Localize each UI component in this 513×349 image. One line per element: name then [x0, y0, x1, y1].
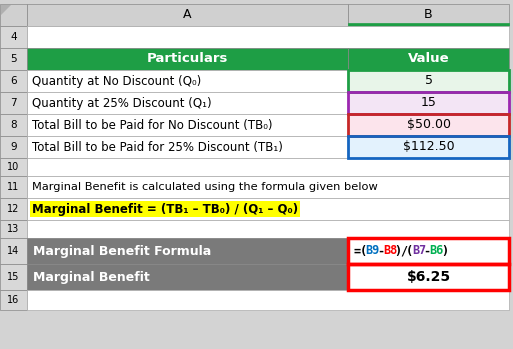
Text: ): ) — [394, 245, 402, 258]
Bar — [0, 4, 27, 26]
Text: Quantity at No Discount (Q₀): Quantity at No Discount (Q₀) — [32, 74, 201, 88]
Bar — [27, 264, 348, 290]
Bar — [348, 48, 509, 70]
Text: Marginal Benefit = (TB₁ – TB₀) / (Q₁ – Q₀): Marginal Benefit = (TB₁ – TB₀) / (Q₁ – Q… — [32, 202, 298, 215]
Bar — [348, 70, 509, 92]
Bar — [27, 48, 348, 70]
Text: Marginal Benefit: Marginal Benefit — [33, 270, 150, 283]
Text: Total Bill to be Paid for No Discount (TB₀): Total Bill to be Paid for No Discount (T… — [32, 119, 272, 132]
Bar — [27, 136, 348, 158]
Bar — [348, 264, 509, 290]
Text: 15: 15 — [421, 97, 437, 110]
Bar — [348, 136, 509, 158]
Text: =: = — [354, 245, 361, 258]
Text: -: - — [377, 245, 384, 258]
Text: Quantity at 25% Discount (Q₁): Quantity at 25% Discount (Q₁) — [32, 97, 212, 110]
Bar — [0, 114, 27, 136]
Bar — [0, 158, 27, 176]
Text: 16: 16 — [7, 295, 19, 305]
Text: -: - — [424, 245, 431, 258]
Bar — [0, 70, 27, 92]
Text: Value: Value — [408, 52, 449, 66]
Bar — [348, 238, 509, 264]
Bar — [0, 48, 27, 70]
Bar — [348, 92, 509, 114]
Text: 5: 5 — [424, 74, 432, 88]
Bar — [0, 290, 27, 310]
Text: /: / — [401, 245, 407, 258]
Polygon shape — [1, 5, 11, 15]
Bar — [27, 220, 509, 238]
Bar — [0, 264, 27, 290]
Text: B8: B8 — [383, 245, 397, 258]
Bar — [0, 238, 27, 264]
Bar — [27, 158, 509, 176]
Text: 12: 12 — [7, 204, 19, 214]
Text: $6.25: $6.25 — [406, 270, 450, 284]
Text: 13: 13 — [7, 224, 19, 234]
Bar — [27, 290, 509, 310]
Bar — [348, 136, 509, 158]
Bar — [348, 4, 509, 26]
Bar — [0, 26, 27, 48]
Text: 4: 4 — [10, 32, 17, 42]
Bar — [0, 136, 27, 158]
Text: B: B — [424, 8, 433, 22]
Bar — [348, 70, 509, 92]
Bar — [27, 4, 348, 26]
Text: $112.50: $112.50 — [403, 141, 455, 154]
Bar — [0, 198, 27, 220]
Text: A: A — [183, 8, 192, 22]
Bar — [27, 238, 348, 264]
Text: 14: 14 — [7, 246, 19, 256]
Text: 11: 11 — [7, 182, 19, 192]
Text: Particulars: Particulars — [147, 52, 228, 66]
Text: 8: 8 — [10, 120, 17, 130]
Text: $50.00: $50.00 — [406, 119, 450, 132]
Bar — [0, 220, 27, 238]
Bar — [348, 23, 509, 26]
Text: 15: 15 — [7, 272, 19, 282]
Text: 6: 6 — [10, 76, 17, 86]
Text: Marginal Benefit Formula: Marginal Benefit Formula — [33, 245, 211, 258]
Bar — [27, 92, 348, 114]
Bar — [348, 114, 509, 136]
Bar — [348, 264, 509, 290]
Bar — [27, 114, 348, 136]
Text: Total Bill to be Paid for 25% Discount (TB₁): Total Bill to be Paid for 25% Discount (… — [32, 141, 283, 154]
Text: Marginal Benefit is calculated using the formula given below: Marginal Benefit is calculated using the… — [32, 182, 378, 192]
Text: 10: 10 — [7, 162, 19, 172]
Text: ): ) — [441, 245, 448, 258]
Text: (: ( — [406, 245, 413, 258]
Bar — [348, 238, 509, 264]
Bar — [348, 114, 509, 136]
Bar — [27, 198, 509, 220]
Text: 7: 7 — [10, 98, 17, 108]
Bar — [0, 92, 27, 114]
Text: (: ( — [360, 245, 367, 258]
Text: B9: B9 — [366, 245, 380, 258]
Bar — [0, 176, 27, 198]
Bar — [27, 176, 509, 198]
Bar — [348, 92, 509, 114]
Text: B7: B7 — [412, 245, 426, 258]
Bar — [27, 70, 348, 92]
Text: 5: 5 — [10, 54, 17, 64]
Bar — [27, 26, 509, 48]
Text: B6: B6 — [429, 245, 444, 258]
Text: 9: 9 — [10, 142, 17, 152]
